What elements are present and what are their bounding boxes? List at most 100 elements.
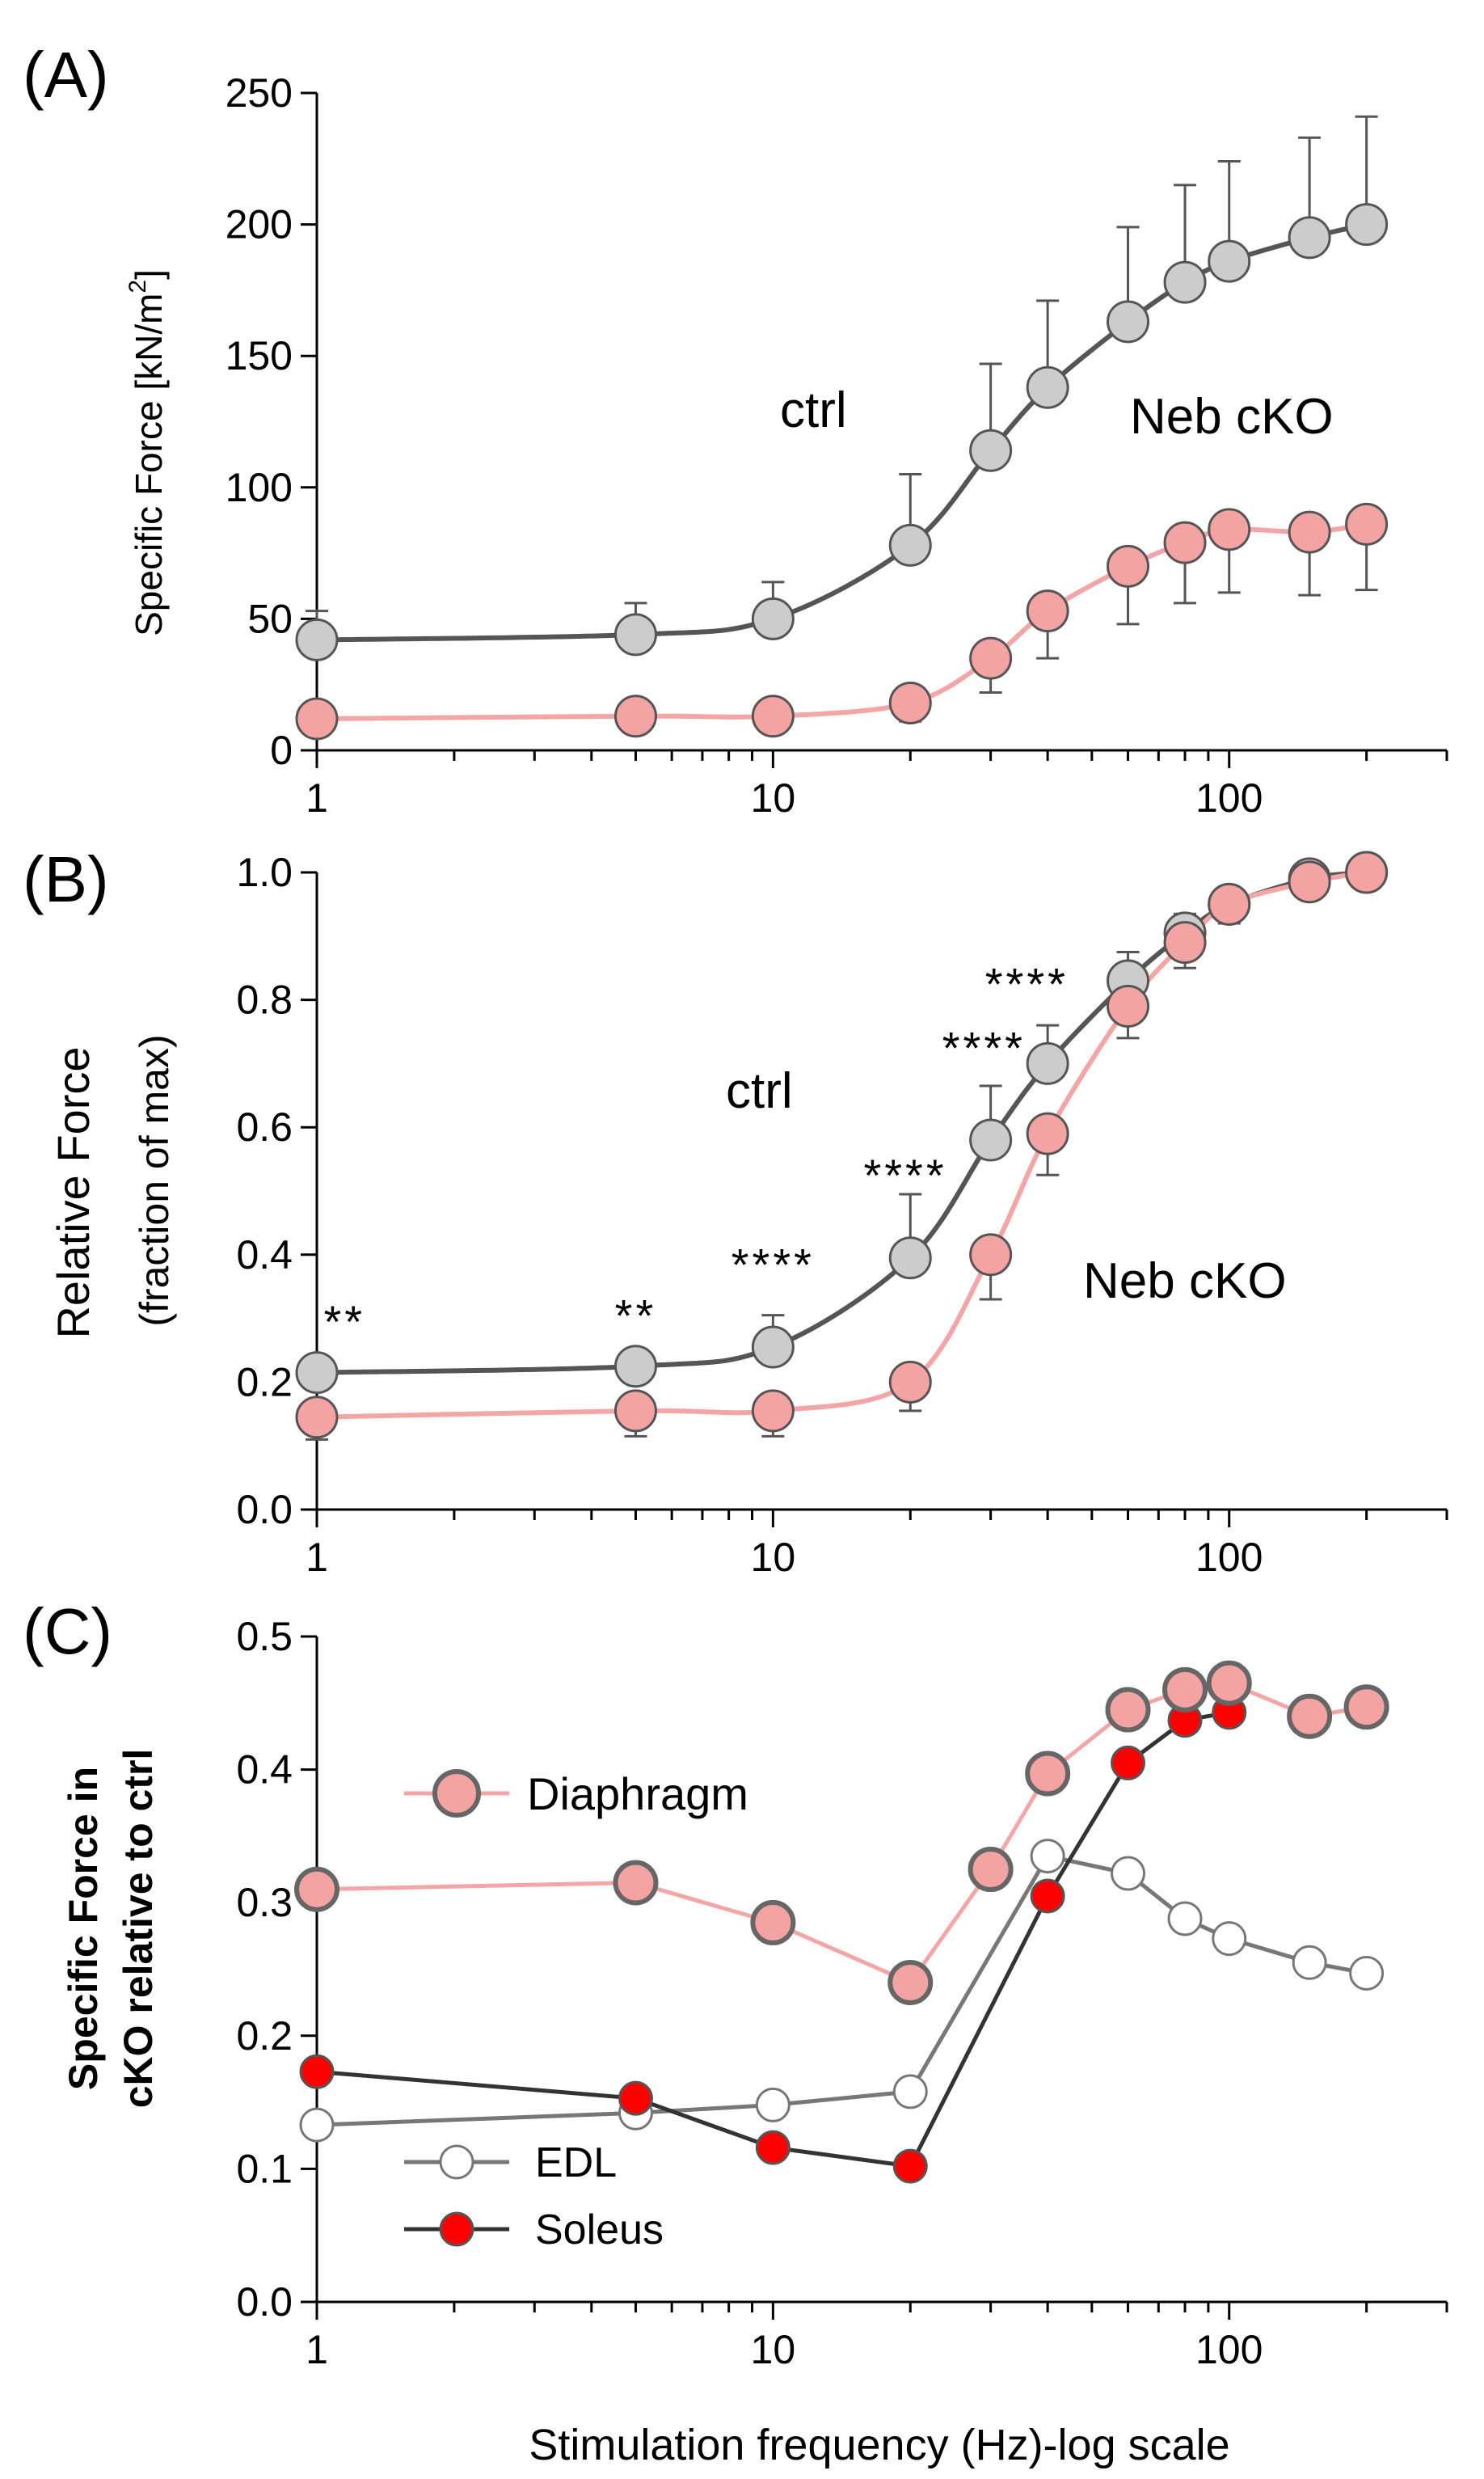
annotation-neb-cko-b: Neb cKO [1083,1253,1287,1309]
p1-y-tick-label: 0.2 [236,1359,293,1404]
data-point-neb-cko [613,695,657,738]
data-point-diaphragm [1287,1693,1333,1739]
p1-y-tick-label: 0.8 [236,978,293,1023]
p1-x-tick-label: 100 [1195,1535,1263,1580]
data-point-ctrl [1345,203,1389,247]
data-point-edl [1030,1839,1065,1874]
data-point-ctrl [751,1325,795,1369]
data-point-ctrl [969,429,1013,472]
panel-c-y-axis-label-line2: cKO relative to ctrl [116,1749,161,2109]
data-point-ctrl [613,613,657,657]
data-point-ctrl [1208,239,1251,283]
p1-y-tick-label: 0.4 [236,1232,293,1278]
panel-a: (A) 0 50 100 150 200 250 1 10 100 Specific Force… [23,39,1448,821]
data-point-edl [755,2087,790,2122]
p2-x-tick-label: 10 [751,2327,796,2372]
data-point-neb-cko [751,1389,795,1433]
data-point-ctrl [295,1351,339,1395]
p1-x-tick-label: 1 [306,1535,328,1580]
legend-label-edl: EDL [535,2139,617,2186]
data-point-neb-cko [888,1360,932,1404]
data-point-neb-cko [295,1396,339,1439]
data-point-soleus [892,2148,928,2184]
legend-marker-edl [439,2144,474,2180]
data-point-neb-cko [1163,921,1207,965]
significance-stars: **** [942,1022,1026,1073]
data-point-ctrl [751,597,795,640]
p2-y-tick-label: 0.4 [236,1747,293,1793]
data-point-ctrl [613,1345,657,1388]
data-point-neb-cko [1288,860,1331,904]
panel-b-y-axis-label-line1: Relative Force [48,1046,99,1338]
data-point-diaphragm [294,1866,339,1912]
p0-x-tick-label: 100 [1195,775,1263,821]
data-point-neb-cko [1345,502,1389,546]
annotation-neb-cko-a: Neb cKO [1130,389,1334,445]
p1-y-tick-label: 0.6 [236,1104,293,1150]
p0-x-tick-label: 1 [306,775,328,821]
p2-y-tick-label: 0.5 [236,1614,293,1659]
data-point-ctrl [1026,1041,1069,1085]
panel-b: (B) 0.00.20.40.60.81.01 10 100** **********… [23,843,1448,1580]
panel-c-y-axis-label-line1: Specific Force in [61,1767,106,2090]
data-point-edl [892,2074,928,2109]
panel-a-y-axis-label: Specific Force [kN/m2] [124,269,170,636]
data-point-neb-cko [969,1233,1013,1277]
data-point-neb-cko [613,1389,657,1433]
data-point-ctrl [295,618,339,661]
annotation-ctrl-b: ctrl [726,1063,793,1119]
significance-stars: ** [323,1296,365,1347]
data-point-neb-cko [1163,521,1207,564]
data-point-edl [1349,1955,1385,1991]
data-point-ctrl [1163,260,1207,304]
data-point-neb-cko [888,681,932,724]
data-point-neb-cko [1026,1112,1069,1155]
data-point-diaphragm [613,1860,659,1906]
data-point-soleus [755,2130,790,2165]
data-point-neb-cko [969,636,1013,680]
data-point-ctrl [888,523,932,567]
data-point-neb-cko [1208,508,1251,551]
p2-y-tick-label: 0.3 [236,1880,293,1925]
data-point-neb-cko [1208,882,1251,926]
data-point-ctrl [888,1236,932,1280]
data-point-diaphragm [1206,1660,1252,1706]
data-point-neb-cko [1345,851,1389,894]
p0-y-tick-label: 250 [226,70,293,116]
panel-c-legend: Diaphragm EDL Soleus [404,1768,748,2253]
series-line-diaphragm [316,1681,1368,1986]
legend-marker-soleus [439,2211,474,2247]
data-point-ctrl [1026,365,1069,409]
p1-y-tick-label: 0.0 [236,1487,293,1532]
significance-stars: **** [985,959,1069,1010]
data-point-soleus [1111,1745,1146,1780]
p0-x-tick-label: 10 [751,775,796,821]
legend-label-soleus: Soleus [535,2207,664,2253]
series-line-neb-cko [316,870,1368,1420]
data-point-diaphragm [887,1959,934,2005]
data-point-edl [1212,1921,1247,1957]
p1-y-tick-label: 1.0 [236,850,293,895]
significance-stars: ** [615,1290,657,1341]
data-point-diaphragm [1162,1666,1208,1712]
panel-b-y-axis-label-line2: (fraction of max) [132,1034,177,1326]
data-point-diaphragm [1025,1751,1071,1797]
p1-x-tick-label: 10 [751,1535,796,1580]
data-point-edl [1111,1856,1146,1891]
data-point-neb-cko [1026,589,1069,633]
panel-c-letter: (C) [23,1595,112,1667]
p0-y-tick-label: 50 [247,596,293,641]
p2-y-tick-label: 0.2 [236,2013,293,2059]
legend-marker-diaphragm [432,1769,481,1818]
data-point-ctrl [1288,216,1331,260]
data-point-edl [1167,1901,1203,1936]
data-point-neb-cko [1107,984,1150,1028]
p0-y-tick-label: 150 [226,333,293,378]
data-point-diaphragm [1343,1684,1389,1730]
data-point-neb-cko [751,695,795,738]
legend-label-diaphragm: Diaphragm [527,1768,748,1819]
panel-a-letter: (A) [23,39,109,111]
data-point-soleus [299,2054,335,2089]
data-point-ctrl [1107,300,1150,344]
